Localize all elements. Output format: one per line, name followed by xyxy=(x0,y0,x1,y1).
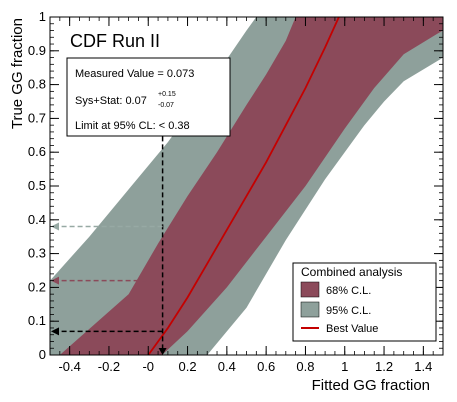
measured-value-arrowhead xyxy=(158,348,167,355)
legend-label-68: 68% C.L. xyxy=(326,285,371,297)
legend-label-95: 95% C.L. xyxy=(326,305,371,317)
annotation-arrows xyxy=(51,64,167,355)
y-tick-label: 0.4 xyxy=(28,212,46,227)
y-tick-label: 0.6 xyxy=(28,144,46,159)
h-arrowhead-2 xyxy=(51,276,59,285)
x-tick-label: -0.2 xyxy=(98,359,120,374)
info-limit: Limit at 95% CL: < 0.38 xyxy=(75,120,190,132)
axis-ticks: -0.4 -0.2 -0 0.2 0.4 0.6 0.8 1 1.2 1.4 0 0.1 0.2 0.3 0… xyxy=(28,9,444,374)
legend-label-best: Best Value xyxy=(326,323,378,335)
x-tick-label: 0.6 xyxy=(257,359,275,374)
info-sys: Sys+Stat: 0.07 xyxy=(75,95,147,107)
y-tick-label: 0.9 xyxy=(28,43,46,58)
y-tick-label: 0 xyxy=(39,347,46,362)
info-sys-plus: +0.15 xyxy=(158,91,176,98)
x-tick-label: 0.4 xyxy=(218,359,236,374)
y-tick-label: 1 xyxy=(39,9,46,24)
y-tick-label: 0.1 xyxy=(28,313,46,328)
y-axis-label: True GG fraction xyxy=(9,18,26,129)
x-tick-label: 1.2 xyxy=(375,359,393,374)
y-tick-label: 0.5 xyxy=(28,178,46,193)
y-tick-label: 0.8 xyxy=(28,77,46,92)
info-sys-prefix: Sys+Stat: 0.07 xyxy=(75,95,147,107)
h-arrowhead-3 xyxy=(51,327,59,336)
chart-title: CDF Run II xyxy=(70,31,160,51)
info-measured: Measured Value = 0.073 xyxy=(75,68,194,80)
x-tick-label: -0.4 xyxy=(58,359,80,374)
x-tick-label: 0.2 xyxy=(179,359,197,374)
y-tick-label: 0.3 xyxy=(28,246,46,261)
x-tick-label: -0 xyxy=(142,359,154,374)
info-box: Measured Value = 0.073 Sys+Stat: 0.07 +0… xyxy=(66,57,231,137)
y-tick-label: 0.2 xyxy=(28,279,46,294)
y-tick-label: 0.7 xyxy=(28,110,46,125)
legend-swatch-68 xyxy=(300,281,320,298)
legend-swatch-95 xyxy=(300,301,320,318)
best-value-line xyxy=(147,16,340,356)
h-arrowhead-1 xyxy=(51,222,59,231)
x-axis-label: Fitted GG fraction xyxy=(312,377,430,394)
x-tick-label: 0.8 xyxy=(296,359,314,374)
info-sys-minus: -0.07 xyxy=(158,102,174,109)
legend-title: Combined analysis xyxy=(301,265,402,279)
x-tick-label: 1 xyxy=(341,359,348,374)
best-value-line-group xyxy=(147,16,340,356)
x-tick-label: 1.4 xyxy=(414,359,432,374)
legend: Combined analysis 68% C.L. 95% C.L. Best… xyxy=(292,262,437,342)
